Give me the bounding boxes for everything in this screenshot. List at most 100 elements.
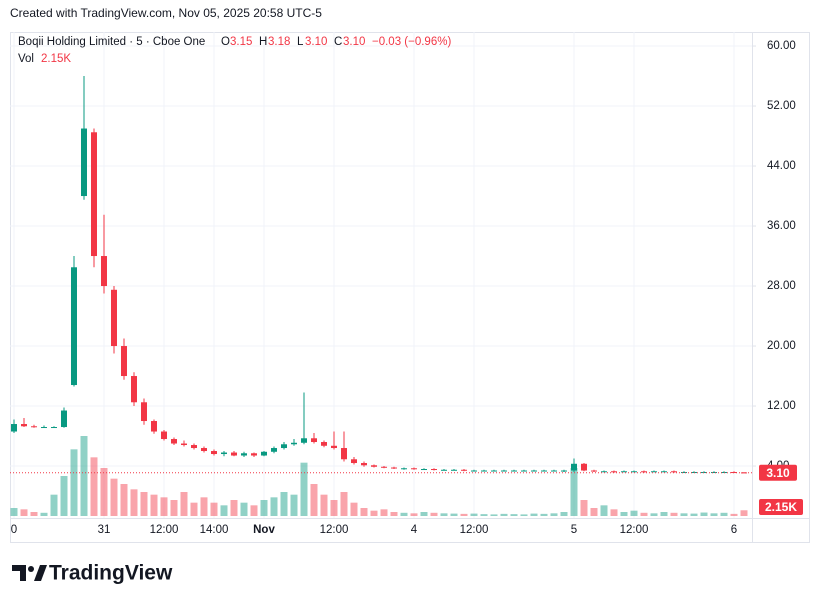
volume-bar: [490, 514, 498, 516]
logo-dot: [28, 566, 34, 572]
volume-bar: [220, 505, 228, 516]
candle-body: [151, 421, 157, 432]
candle-body: [221, 452, 227, 455]
candle-body: [121, 346, 127, 377]
volume-bar: [410, 513, 418, 516]
axes: 4.0012.0020.0028.0036.0044.0052.0060.000…: [10, 40, 803, 536]
candle-body: [311, 438, 317, 443]
volume-bar: [370, 510, 378, 516]
legend-change: −0.03 (−0.96%): [372, 36, 451, 48]
volume-bar: [660, 512, 668, 516]
candle-body: [561, 470, 567, 472]
volume-bar: [520, 514, 528, 516]
brand-name: TradingView: [49, 562, 173, 585]
volume-bar: [500, 513, 508, 516]
candle-body: [361, 463, 367, 466]
legend-o-label: O: [221, 36, 230, 48]
volume-bar: [550, 513, 558, 516]
legend-symbol: Boqii Holding Limited · 5 · Cboe One: [18, 36, 205, 48]
candle-body: [41, 427, 47, 429]
candle-body: [571, 463, 577, 471]
candle-body: [601, 471, 607, 473]
candle-body: [71, 267, 77, 386]
volume-bar: [210, 502, 218, 516]
volume-bar: [100, 468, 108, 516]
volume-bar: [80, 436, 88, 516]
volume-bar: [630, 510, 638, 516]
candle-body: [661, 471, 667, 473]
legend-high: 3.18: [268, 36, 290, 48]
volume-bar: [450, 513, 458, 516]
volume-bar: [350, 502, 358, 516]
volume-bar: [250, 505, 258, 516]
volume-bar: [730, 513, 738, 516]
volume-bar: [300, 462, 308, 516]
legend-h-label: H: [259, 36, 267, 48]
volume-bar: [160, 497, 168, 516]
legend-low: 3.10: [305, 36, 327, 48]
volume-bar: [330, 500, 338, 516]
x-tick-label: 12:00: [620, 524, 649, 536]
candle-body: [541, 470, 547, 472]
legend-vol-label: Vol: [18, 53, 34, 65]
last-price-badge: [759, 464, 797, 481]
candle-body: [61, 410, 67, 428]
candle-body: [351, 459, 357, 464]
y-tick-label: 12.00: [767, 400, 796, 412]
candle-body: [471, 470, 477, 472]
y-tick-label: 20.00: [767, 340, 796, 352]
candle-body: [531, 470, 537, 472]
candle-body: [491, 470, 497, 472]
candle-body: [391, 467, 397, 469]
volume-bar: [610, 509, 618, 516]
volume-bar: [390, 512, 398, 516]
x-tick-label: 12:00: [320, 524, 349, 536]
volume-bar: [150, 494, 158, 516]
volume-bar: [650, 513, 658, 516]
created-note: Created with TradingView.com, Nov 05, 20…: [10, 6, 322, 20]
candle-body: [31, 426, 37, 428]
volume-bar: [280, 492, 288, 516]
volume-bar: [20, 509, 28, 516]
volume-bar: [270, 497, 278, 516]
candle-body: [631, 471, 637, 473]
candle-body: [161, 431, 167, 440]
volume-bar: [700, 512, 708, 516]
volume-bar: [10, 508, 18, 516]
y-tick-label: 36.00: [767, 220, 796, 232]
x-tick-label: Nov: [253, 524, 275, 536]
y-tick-label: 52.00: [767, 100, 796, 112]
grid: [10, 32, 752, 518]
candle-body: [381, 466, 387, 468]
legend-close: 3.10: [343, 36, 365, 48]
candle-body: [241, 453, 247, 456]
candle-body: [371, 465, 377, 467]
volume-bar: [260, 500, 268, 516]
candle-body: [231, 452, 237, 456]
x-tick-label: 12:00: [150, 524, 179, 536]
y-tick-label: 60.00: [767, 40, 796, 52]
volume-bar: [180, 492, 188, 516]
volume-bar: [690, 513, 698, 516]
volume-bar: [600, 505, 608, 516]
candle-body: [431, 469, 437, 471]
candle-body: [301, 438, 307, 443]
brand-logo: TradingView: [12, 562, 173, 585]
volume-bar: [590, 508, 598, 516]
candle-body: [521, 470, 527, 472]
volume-bar: [420, 512, 428, 516]
volume-bar: [200, 497, 208, 516]
legend-l-label: L: [297, 36, 304, 48]
candle-body: [191, 445, 197, 449]
candle-body: [341, 448, 347, 460]
volume-bar: [30, 512, 38, 516]
candle-body: [481, 470, 487, 472]
volume-bar: [110, 478, 118, 516]
volume-bar: [620, 512, 628, 516]
candle-body: [51, 427, 57, 429]
candle-body: [131, 376, 137, 403]
candle-body: [641, 471, 647, 473]
candle-body: [261, 451, 267, 456]
volume-bar: [70, 449, 78, 516]
